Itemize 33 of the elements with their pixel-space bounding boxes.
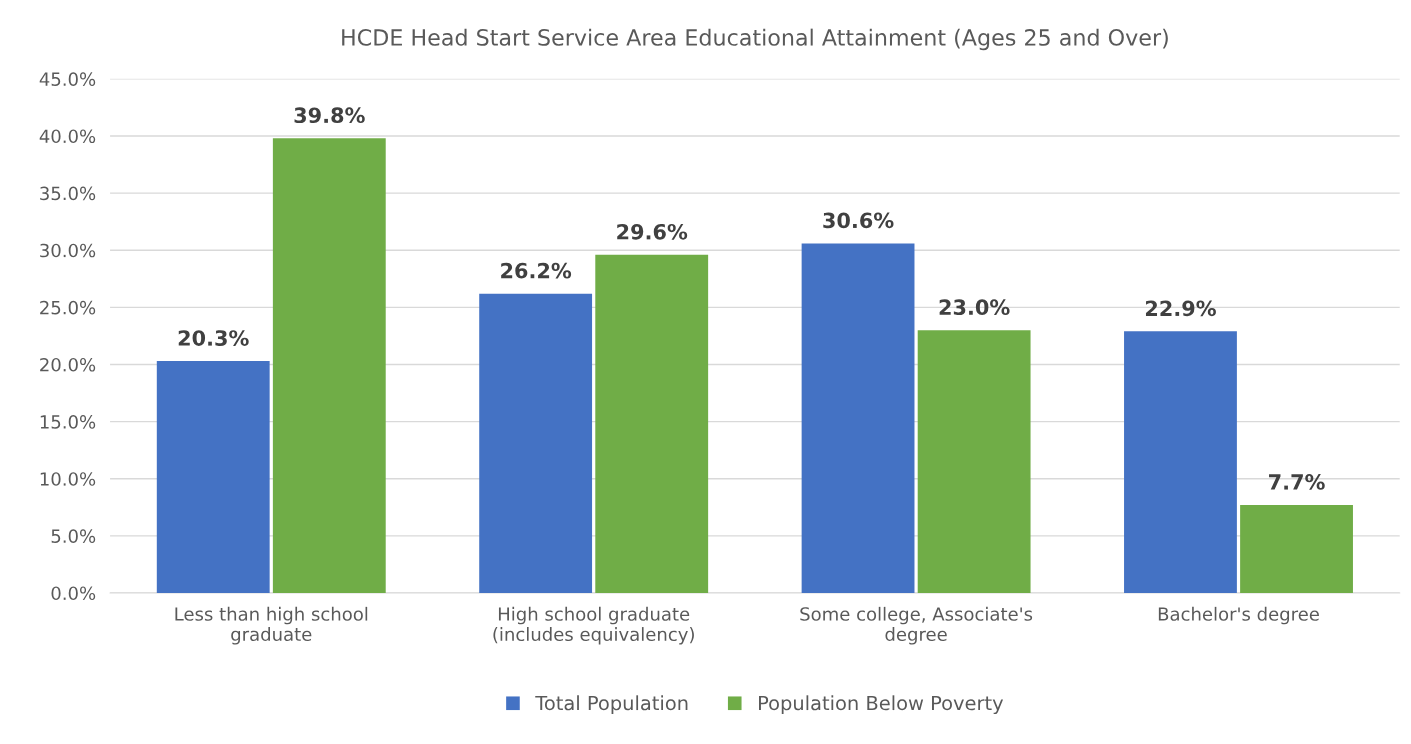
x-tick-label: Less than high school graduate (175, 606, 368, 645)
y-tick-label: 30.0% (40, 243, 96, 258)
data-label: 7.7% (1269, 474, 1325, 490)
y-tick-label: 45.0% (39, 72, 96, 86)
y-tick-label: 10.0% (40, 472, 96, 486)
data-label: 23.0% (939, 299, 1010, 316)
y-tick-label: 0.0% (51, 586, 96, 601)
data-label: 30.6% (823, 212, 894, 229)
bar (1240, 505, 1353, 593)
bar (272, 138, 386, 593)
data-label: 29.6% (617, 223, 688, 240)
chart-title: HCDE Head Start Service Area Educational Attainment (Ages 25 and Over) (342, 28, 1168, 51)
bar (801, 243, 915, 593)
y-tick-label: 25.0% (40, 300, 96, 315)
data-label: 26.2% (501, 262, 572, 279)
data-label: 20.3% (178, 330, 249, 346)
y-tick-label: 20.0% (40, 357, 96, 372)
bar (1124, 331, 1237, 593)
x-tick-label: Some college, Associate's degree (800, 606, 1033, 645)
data-label: 39.8% (294, 107, 365, 124)
legend-label: Population Below Poverty (759, 695, 1004, 715)
y-tick-label: 5.0% (51, 529, 96, 543)
y-tick-label: 15.0% (40, 415, 96, 429)
bar (917, 330, 1031, 593)
y-tick-label: 35.0% (40, 186, 96, 201)
x-tick-label: High school graduate (includes equivalency) (493, 606, 694, 645)
y-tick-label: 40.0% (39, 129, 96, 144)
bar (595, 254, 709, 593)
x-tick-label: Bachelor's degree (1158, 606, 1319, 625)
legend-label: Total Population (535, 695, 688, 715)
data-label: 22.9% (1145, 300, 1216, 317)
bar (479, 293, 593, 593)
bar (156, 361, 270, 593)
